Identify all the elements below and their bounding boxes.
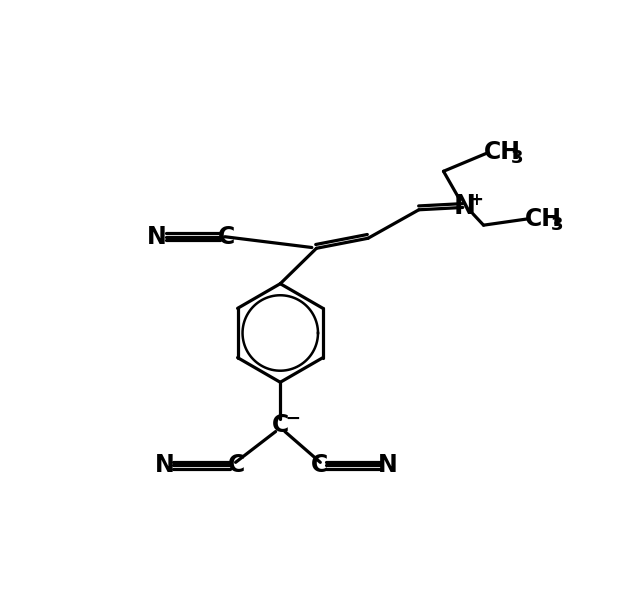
Text: CH: CH: [525, 207, 562, 231]
Text: −: −: [285, 410, 300, 428]
Text: N: N: [454, 195, 476, 221]
Text: N: N: [147, 225, 167, 248]
Text: 3: 3: [511, 149, 523, 167]
Text: C: C: [271, 413, 289, 438]
Text: C: C: [218, 225, 235, 248]
Text: C: C: [311, 453, 328, 478]
Text: +: +: [470, 191, 484, 209]
Text: 3: 3: [551, 216, 564, 234]
Text: N: N: [155, 453, 175, 478]
Text: N: N: [378, 453, 398, 478]
Text: C: C: [228, 453, 245, 478]
Text: CH: CH: [484, 140, 522, 164]
